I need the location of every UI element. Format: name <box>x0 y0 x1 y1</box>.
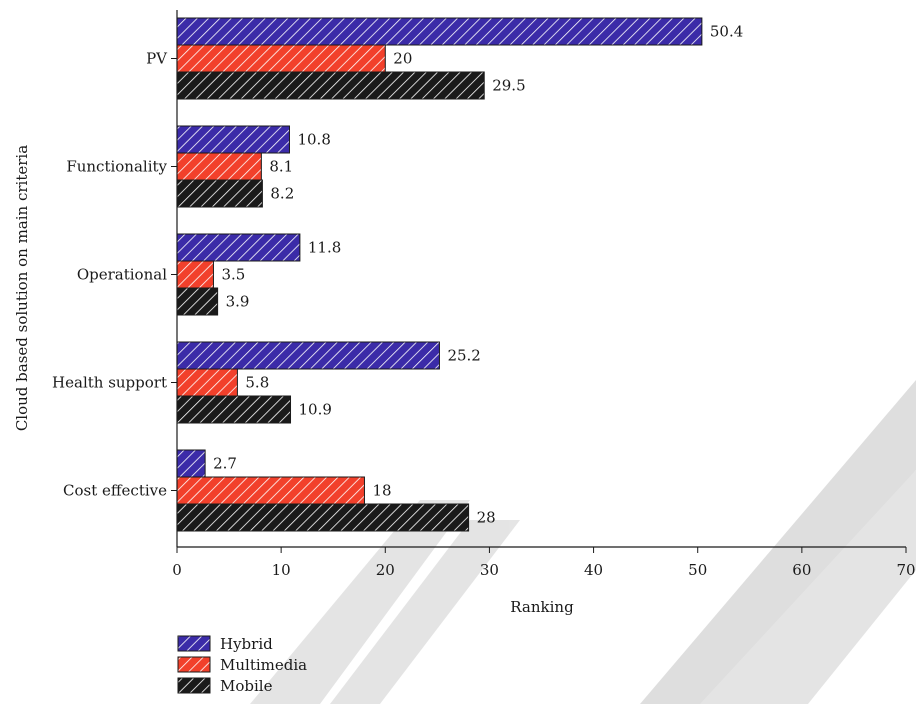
x-axis-ticks: 0 10 20 30 40 50 60 70 <box>172 547 916 579</box>
bar-hybrid-1 <box>176 125 290 154</box>
bar-mobile-0 <box>176 71 485 100</box>
bar-value-label: 10.9 <box>299 401 332 419</box>
legend-swatch-hybrid <box>177 635 211 652</box>
x-tick-label: 50 <box>688 561 707 579</box>
bar-value-label: 50.4 <box>710 23 743 41</box>
legend-swatch-mobile <box>177 677 211 694</box>
bar-value-label: 18 <box>372 482 391 500</box>
bar-multimedia-1 <box>176 152 262 181</box>
bar-value-label: 20 <box>393 50 412 68</box>
y-category-label: Health support <box>52 374 167 392</box>
y-category-label: Operational <box>77 266 167 284</box>
bar-value-label: 11.8 <box>308 239 341 257</box>
x-tick-label: 10 <box>272 561 291 579</box>
bar-hybrid-0 <box>176 17 703 46</box>
bar-value-label: 3.9 <box>226 293 250 311</box>
legend-label-hybrid: Hybrid <box>220 635 273 653</box>
retracted-watermark <box>250 380 916 704</box>
x-tick-label: 40 <box>584 561 603 579</box>
y-axis-title: Cloud based solution on main criteria <box>13 145 31 431</box>
bar-value-label: 3.5 <box>221 266 245 284</box>
bar-value-label: 2.7 <box>213 455 237 473</box>
bar-multimedia-2 <box>176 260 214 289</box>
bar-hybrid-4 <box>176 449 206 478</box>
x-tick-label: 20 <box>376 561 395 579</box>
x-tick-label: 0 <box>172 561 182 579</box>
bar-value-label: 8.1 <box>269 158 293 176</box>
y-category-labels: PV Functionality Operational Health support… <box>52 50 177 500</box>
bar-hybrid-2 <box>176 233 301 262</box>
x-axis-title: Ranking <box>510 598 574 616</box>
legend-swatch-multimedia <box>177 656 211 673</box>
y-category-label: PV <box>146 50 168 68</box>
legend-label-mobile: Mobile <box>220 677 273 695</box>
plot-area: 50.4 20 29.5 10.88.1 8.2 11.8 3.5 3.9 25.2 5.8 10.… <box>176 10 906 548</box>
legend-label-multimedia: Multimedia <box>220 656 307 674</box>
bar-multimedia-0 <box>176 44 386 73</box>
x-tick-label: 30 <box>480 561 499 579</box>
bar-value-label: 5.8 <box>245 374 269 392</box>
bar-hybrid-3 <box>176 341 440 370</box>
bar-multimedia-3 <box>176 368 238 397</box>
y-category-label: Functionality <box>66 158 167 176</box>
legend: Hybrid Multimedia Mobile <box>177 635 307 695</box>
x-tick-label: 60 <box>792 561 811 579</box>
bar-value-label: 25.2 <box>447 347 480 365</box>
bar-multimedia-4 <box>176 476 365 505</box>
y-category-label: Cost effective <box>63 482 167 500</box>
bar-value-label: 10.8 <box>297 131 330 149</box>
bar-value-label: 29.5 <box>492 77 525 95</box>
x-tick-label: 70 <box>896 561 915 579</box>
bar-mobile-1 <box>176 179 263 208</box>
bar-mobile-4 <box>176 503 470 532</box>
bar-value-label: 28 <box>477 509 496 527</box>
bar-value-label: 8.2 <box>270 185 294 203</box>
bar-mobile-3 <box>176 395 292 424</box>
bar-mobile-2 <box>176 287 219 316</box>
